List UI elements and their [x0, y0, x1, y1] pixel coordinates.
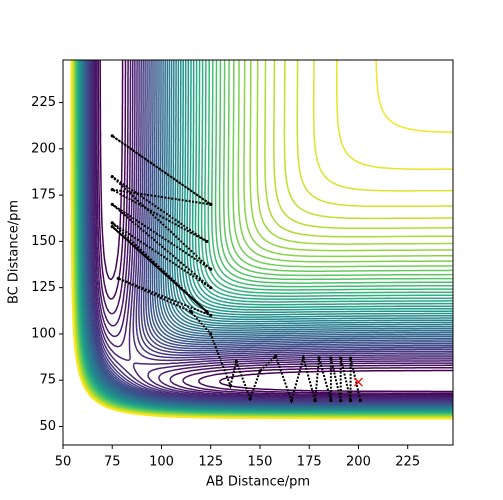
trajectory-point — [329, 398, 333, 403]
plot-area — [70, 60, 453, 420]
y-tick-label: 175 — [31, 188, 56, 203]
trajectory-point — [209, 286, 213, 290]
y-tick-label: 225 — [31, 95, 56, 110]
contour-line — [92, 60, 453, 399]
trajectory-point — [289, 398, 294, 403]
trajectory-point — [228, 384, 233, 388]
x-tick-label: 125 — [198, 455, 223, 470]
trajectory-point — [110, 187, 114, 192]
y-tick-label: 50 — [39, 419, 56, 434]
x-axis-label: AB Distance/pm — [206, 475, 310, 490]
contour-line — [97, 60, 453, 395]
x-tick-label: 50 — [55, 455, 72, 470]
trajectory-point — [301, 356, 305, 360]
trajectory-point — [329, 356, 333, 360]
trajectory-point — [274, 354, 278, 358]
trajectory-point — [205, 310, 209, 314]
axes-frame — [62, 59, 454, 446]
trajectory-point — [339, 398, 343, 403]
y-tick-label: 200 — [31, 141, 56, 156]
trajectory-point — [110, 175, 114, 179]
x-tick-label: 200 — [346, 455, 371, 470]
trajectory-point — [234, 360, 238, 364]
trajectory-point — [110, 134, 114, 138]
trajectory-point — [110, 221, 114, 225]
trajectory-point — [110, 224, 114, 229]
trajectory-point — [209, 202, 213, 206]
y-axis-label: BC Distance/pm — [7, 200, 22, 304]
x-tick-label: 75 — [104, 455, 121, 470]
y-tick-label: 125 — [31, 280, 56, 295]
trajectory-point — [209, 313, 213, 318]
trajectory-point — [209, 332, 213, 336]
trajectory-point — [348, 398, 353, 403]
trajectory-point — [209, 267, 213, 271]
trajectory-point — [317, 356, 321, 360]
y-tick-label: 75 — [39, 373, 56, 388]
trajectory-point — [313, 398, 317, 403]
contour-line — [93, 60, 453, 398]
x-tick-label: 150 — [248, 455, 273, 470]
start-marker — [353, 377, 363, 387]
y-tick-label: 100 — [31, 326, 56, 341]
trajectory-point — [358, 398, 363, 403]
trajectory-line — [111, 135, 362, 404]
trajectory-point — [205, 239, 209, 243]
trajectory-point — [258, 369, 262, 373]
trajectory-point — [339, 356, 343, 360]
trajectory-point — [189, 310, 193, 314]
contour-line — [70, 60, 453, 420]
y-tick-label: 150 — [31, 234, 56, 249]
trajectory-point — [248, 397, 252, 401]
trajectory-point — [116, 276, 120, 281]
trajectory-point — [348, 356, 353, 360]
trajectory-point — [110, 202, 114, 206]
contour-line — [90, 60, 453, 401]
x-tick-label: 175 — [297, 455, 322, 470]
x-tick-label: 100 — [149, 455, 174, 470]
x-tick-label: 225 — [395, 455, 420, 470]
